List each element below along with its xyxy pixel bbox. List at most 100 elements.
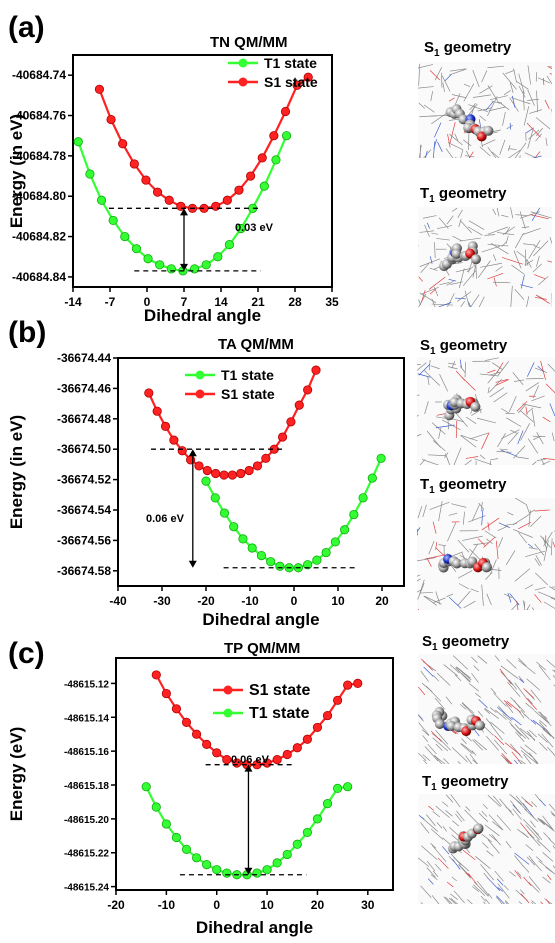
environment-bond (426, 222, 430, 229)
environment-bond (460, 434, 478, 442)
geometry-title: T1 geometry (420, 185, 507, 205)
environment-bond (421, 658, 434, 671)
environment-bond (449, 664, 460, 674)
environment-bond (474, 739, 487, 751)
environment-bond (542, 852, 554, 862)
data-point (259, 181, 269, 191)
environment-bond (499, 102, 510, 110)
y-tick-label: -40684.74 (12, 68, 66, 82)
data-point (238, 534, 248, 544)
environment-bond (420, 902, 424, 904)
environment-bond (472, 94, 492, 98)
environment-bond (530, 211, 552, 219)
environment-bond (452, 235, 463, 242)
environment-bond (465, 456, 479, 459)
environment-bond (419, 115, 437, 118)
environment-bond (501, 429, 520, 440)
chart-panel-3: (c) TP QM/MM -20 -10 0 10 20 30 -48615.12 -48615.… (7, 637, 394, 937)
environment-bond (514, 723, 530, 740)
environment-bond (485, 572, 493, 580)
plot-frame (72, 54, 333, 288)
environment-bond (505, 900, 509, 904)
environment-bond (417, 527, 421, 533)
environment-bond (520, 709, 526, 717)
chart-title: TP QM/MM (224, 640, 300, 657)
environment-bond (464, 362, 466, 378)
x-tick-label: -10 (158, 898, 176, 912)
y-tick-label: -36674.54 (57, 503, 111, 517)
geometry-panel-3: S1 geometry (417, 337, 555, 465)
environment-bond (466, 899, 473, 904)
environment-bond (455, 268, 470, 273)
environment-bond (472, 759, 479, 764)
environment-bond (533, 240, 549, 257)
environment-bond (514, 142, 527, 158)
environment-bond (542, 416, 551, 423)
environment-bond (513, 759, 519, 764)
environment-bond (515, 214, 529, 217)
environment-bond (549, 403, 555, 417)
environment-bond (506, 659, 517, 669)
geometry-title: S1 geometry (420, 337, 508, 357)
environment-bond (552, 675, 555, 679)
environment-bond (421, 682, 433, 693)
environment-bond (517, 404, 527, 414)
environment-bond (548, 803, 555, 812)
environment-bond (426, 867, 436, 878)
data-point (155, 260, 165, 270)
data-point (330, 537, 340, 547)
environment-bond (494, 655, 500, 662)
data-point (294, 400, 304, 410)
environment-bond (526, 362, 535, 377)
environment-bond (496, 207, 500, 217)
x-tick-label: 14 (214, 295, 228, 309)
environment-bond (444, 74, 452, 82)
data-point (272, 858, 282, 868)
environment-bond (484, 707, 500, 719)
environment-bond (454, 133, 459, 141)
environment-bond (509, 679, 518, 690)
environment-bond (525, 844, 534, 851)
environment-bond (543, 832, 551, 840)
environment-bond (465, 755, 473, 764)
environment-bond (465, 155, 475, 158)
environment-bond (510, 800, 522, 815)
environment-bond (457, 570, 473, 579)
y-tick-label: -36674.50 (57, 442, 111, 456)
environment-bond (531, 461, 537, 465)
environment-bond (514, 870, 522, 880)
environment-bond (458, 218, 462, 228)
y-tick-label: -48615.12 (64, 679, 109, 690)
environment-bond (499, 448, 508, 451)
environment-bond (531, 902, 534, 904)
gap-arrow-head-top (188, 449, 197, 457)
data-point (222, 195, 232, 205)
environment-bond (531, 859, 542, 872)
environment-bond (504, 593, 513, 599)
geometry-panel-4: T1 geometry (417, 476, 555, 610)
data-point (211, 468, 221, 479)
environment-bond (429, 70, 441, 81)
environment-bond (512, 514, 530, 526)
environment-bond (516, 456, 529, 460)
x-axis-label: Dihedral angle (144, 306, 261, 325)
environment-bond (496, 878, 504, 886)
environment-bond (479, 454, 486, 460)
data-point (161, 819, 171, 829)
environment-bond (459, 365, 466, 374)
environment-bond (514, 289, 525, 300)
environment-bond (549, 73, 552, 75)
environment-bond (421, 845, 438, 861)
environment-bond (510, 285, 513, 307)
environment-bond (420, 885, 432, 899)
environment-bond (468, 151, 474, 158)
environment-bond (423, 666, 434, 677)
environment-bond (490, 688, 497, 695)
environment-bond (451, 876, 457, 882)
environment-bond (455, 813, 463, 823)
environment-bond (531, 900, 537, 904)
environment-bond (417, 557, 437, 562)
environment-bond (489, 371, 501, 376)
environment-bond (434, 697, 445, 710)
data-point (303, 560, 313, 570)
